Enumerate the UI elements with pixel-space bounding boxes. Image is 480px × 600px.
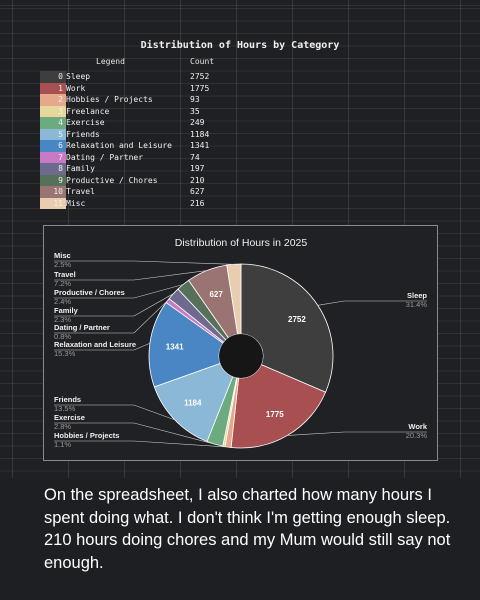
slice-percent-label: 2.3% bbox=[54, 315, 71, 324]
row-count: 35 bbox=[190, 106, 200, 116]
leader-line bbox=[317, 300, 427, 306]
slice-percent-label: 1.1% bbox=[54, 440, 71, 449]
row-index: 8 bbox=[40, 163, 66, 175]
leader-line bbox=[287, 431, 427, 436]
row-label: Misc bbox=[66, 198, 86, 208]
slice-percent-label: 7.2% bbox=[54, 279, 71, 288]
row-label: Work bbox=[66, 83, 86, 93]
row-label: Dating / Partner bbox=[66, 152, 144, 162]
row-count: 1184 bbox=[190, 129, 210, 139]
row-index: 0 bbox=[40, 71, 66, 83]
table-row: 1 Work 1775 bbox=[40, 82, 250, 94]
row-label: Relaxation and Leisure bbox=[66, 141, 172, 150]
leader-line bbox=[54, 270, 207, 281]
legend-header: Legend bbox=[96, 57, 125, 66]
row-index: 4 bbox=[40, 117, 66, 129]
slice-percent-label: 2.4% bbox=[54, 297, 71, 306]
slice-name-label: Travel bbox=[54, 270, 76, 279]
slice-name-label: Work bbox=[408, 422, 427, 431]
row-count: 210 bbox=[190, 175, 205, 185]
leader-line bbox=[54, 422, 215, 445]
row-index: 6 bbox=[40, 140, 66, 152]
slice-name-label: Relaxation and Leisure bbox=[54, 340, 136, 349]
table-row: 0 Sleep 2752 bbox=[40, 71, 250, 83]
slice-name-label: Misc bbox=[54, 251, 71, 260]
row-index: 3 bbox=[40, 105, 66, 117]
slice-value-label: 1341 bbox=[166, 343, 184, 352]
slice-name-label: Productive / Chores bbox=[54, 288, 125, 297]
slice-percent-label: 0.8% bbox=[54, 332, 71, 341]
slice-name-label: Friends bbox=[54, 395, 81, 404]
row-index: 2 bbox=[40, 94, 66, 106]
slice-percent-label: 20.3% bbox=[406, 431, 428, 440]
table-row: 4 Exercise 249 bbox=[40, 117, 250, 129]
table-row: 3 Freelance 35 bbox=[40, 105, 250, 117]
slice-value-label: 627 bbox=[209, 290, 223, 299]
count-header: Count bbox=[190, 57, 215, 66]
row-count: 93 bbox=[190, 95, 200, 104]
row-count: 2752 bbox=[190, 72, 210, 81]
row-index: 11 bbox=[40, 197, 66, 209]
row-index: 1 bbox=[40, 82, 66, 94]
slice-percent-label: 31.4% bbox=[406, 300, 428, 309]
table-row: 8 Family 197 bbox=[40, 163, 250, 175]
row-label: Family bbox=[66, 164, 95, 173]
slice-value-label: 1184 bbox=[184, 399, 202, 408]
row-label: Hobbies / Projects bbox=[66, 95, 153, 104]
row-count: 74 bbox=[190, 152, 200, 162]
slice-percent-label: 15.3% bbox=[54, 349, 76, 358]
leader-line bbox=[54, 284, 184, 299]
slice-name-label: Family bbox=[54, 306, 79, 315]
leader-line bbox=[54, 293, 174, 317]
row-index: 5 bbox=[40, 128, 66, 140]
row-label: Friends bbox=[66, 129, 100, 139]
chart-title: Distribution of Hours in 2025 bbox=[175, 237, 308, 249]
table-row: 7 Dating / Partner 74 bbox=[40, 151, 250, 163]
slice-name-label: Hobbies / Projects bbox=[54, 431, 119, 440]
pie-chart: Distribution of Hours in 2025 2752 1775 118… bbox=[54, 237, 428, 449]
slice-name-label: Sleep bbox=[407, 291, 427, 300]
leader-line bbox=[54, 440, 229, 448]
slice-percent-label: 13.5% bbox=[54, 404, 76, 413]
table-row: 6 Relaxation and Leisure 1341 bbox=[40, 140, 250, 152]
slice-name-label: Exercise bbox=[54, 413, 85, 422]
table-row: 9 Productive / Chores 210 bbox=[40, 174, 250, 186]
row-count: 216 bbox=[190, 198, 205, 208]
row-label: Productive / Chores bbox=[66, 175, 158, 185]
table-row: 11 Misc 216 bbox=[40, 197, 250, 209]
table-row: 10 Travel 627 bbox=[40, 186, 250, 198]
row-index: 7 bbox=[40, 151, 66, 163]
table-row: 5 Friends 1184 bbox=[40, 128, 250, 140]
donut-hole bbox=[219, 334, 263, 378]
slice-name-label: Dating / Partner bbox=[54, 323, 110, 332]
row-count: 197 bbox=[190, 164, 205, 173]
row-label: Sleep bbox=[66, 72, 91, 81]
row-index: 10 bbox=[40, 186, 66, 198]
row-count: 249 bbox=[190, 118, 205, 127]
post-caption: On the spreadsheet, I also charted how m… bbox=[44, 486, 451, 572]
slice-value-label: 2752 bbox=[288, 315, 306, 324]
slice-percent-label: 2.8% bbox=[54, 422, 71, 431]
pie-chart-panel: Distribution of Hours in 2025 2752 1775 118… bbox=[43, 225, 438, 461]
leader-line bbox=[54, 300, 168, 334]
row-index: 9 bbox=[40, 174, 66, 186]
table-title: Distribution of Hours by Category bbox=[140, 40, 340, 51]
row-label: Freelance bbox=[66, 106, 110, 116]
leader-line bbox=[54, 342, 151, 351]
row-label: Travel bbox=[66, 187, 95, 196]
row-count: 1341 bbox=[190, 141, 210, 150]
table-row: 2 Hobbies / Projects 93 bbox=[40, 94, 250, 106]
leader-line bbox=[54, 404, 175, 421]
row-count: 627 bbox=[190, 187, 205, 196]
slice-percent-label: 2.5% bbox=[54, 260, 71, 269]
row-label: Exercise bbox=[66, 118, 105, 127]
leader-line bbox=[54, 260, 234, 265]
slice-value-label: 1775 bbox=[266, 410, 284, 419]
row-count: 1775 bbox=[190, 83, 210, 93]
